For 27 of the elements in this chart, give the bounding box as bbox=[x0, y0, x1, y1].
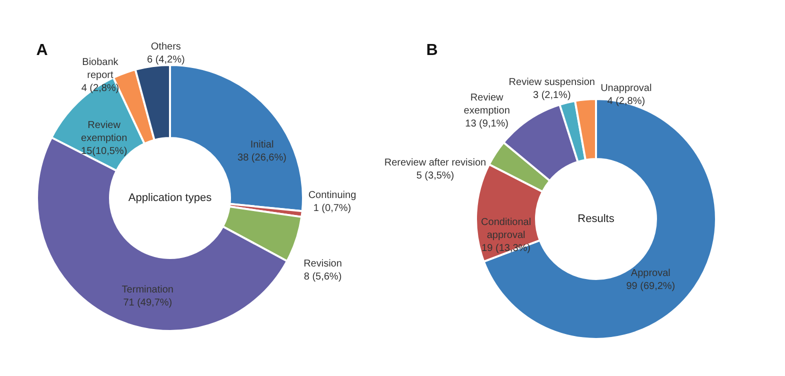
data-label: 5 (3,5%) bbox=[416, 170, 454, 182]
slice-label: Others bbox=[150, 41, 181, 52]
slice-label: Conditional approval bbox=[481, 216, 532, 241]
data-label: 99 (69,2%) bbox=[626, 280, 676, 292]
slice-label: Review suspension bbox=[508, 76, 595, 88]
text: Results bbox=[578, 213, 615, 225]
data-label: 15(10,5%) bbox=[81, 146, 128, 157]
data-label: 6 (4,2%) bbox=[146, 54, 185, 66]
slice-label: Revision bbox=[304, 258, 342, 270]
slice-label: Continuing bbox=[308, 190, 356, 201]
slice-label: Approval bbox=[630, 268, 670, 279]
text: A bbox=[36, 42, 48, 59]
slice-label: Review exemption bbox=[464, 92, 510, 117]
text: Application types bbox=[128, 192, 212, 204]
slice-label: Initial bbox=[250, 140, 274, 151]
data-label: 71 (49,7%) bbox=[123, 298, 172, 309]
slice-label: Rereview after revision bbox=[384, 158, 486, 169]
text: B bbox=[426, 42, 438, 59]
data-label: 13 (9,1%) bbox=[465, 118, 509, 130]
slice-label: Unapproval bbox=[600, 83, 652, 94]
data-label: 1 (0,7%) bbox=[313, 202, 352, 214]
slice-label: Biobank report bbox=[82, 56, 120, 81]
data-label: 8 (5,6%) bbox=[304, 272, 342, 283]
slice-label: Review exemption bbox=[81, 120, 128, 144]
slice-label: Termination bbox=[122, 284, 174, 296]
data-label: 38 (26,6%) bbox=[238, 152, 286, 164]
data-label: 3 (2,1%) bbox=[532, 90, 571, 101]
